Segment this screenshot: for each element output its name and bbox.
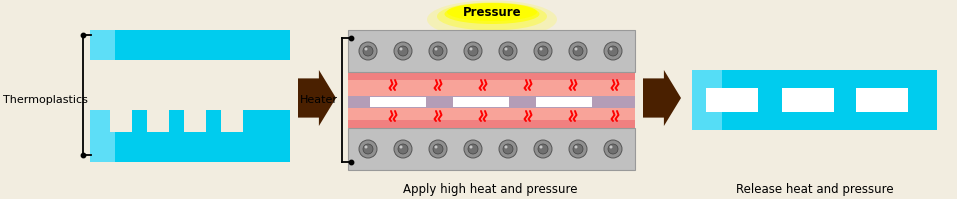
Circle shape	[608, 144, 618, 154]
FancyBboxPatch shape	[348, 96, 635, 108]
Circle shape	[470, 48, 473, 51]
Circle shape	[399, 48, 403, 51]
Circle shape	[464, 140, 482, 158]
FancyBboxPatch shape	[782, 88, 834, 112]
FancyBboxPatch shape	[90, 110, 290, 162]
Ellipse shape	[427, 0, 557, 38]
Circle shape	[434, 48, 437, 51]
Circle shape	[534, 140, 552, 158]
Text: Thermoplastics: Thermoplastics	[3, 95, 88, 105]
Circle shape	[363, 144, 373, 154]
Circle shape	[504, 145, 507, 148]
FancyBboxPatch shape	[348, 30, 635, 72]
FancyBboxPatch shape	[110, 110, 132, 132]
FancyBboxPatch shape	[706, 88, 758, 112]
FancyBboxPatch shape	[221, 110, 243, 132]
Circle shape	[573, 144, 583, 154]
FancyBboxPatch shape	[856, 88, 908, 112]
Circle shape	[538, 46, 548, 56]
Circle shape	[503, 46, 513, 56]
Polygon shape	[643, 70, 681, 126]
Circle shape	[359, 42, 377, 60]
FancyBboxPatch shape	[370, 97, 426, 107]
Circle shape	[394, 42, 412, 60]
Text: Release heat and pressure: Release heat and pressure	[736, 183, 894, 196]
FancyBboxPatch shape	[147, 110, 169, 132]
Ellipse shape	[437, 2, 547, 30]
Circle shape	[365, 145, 367, 148]
Circle shape	[610, 145, 612, 148]
FancyBboxPatch shape	[348, 128, 635, 170]
Circle shape	[433, 46, 443, 56]
Circle shape	[499, 140, 517, 158]
Polygon shape	[298, 70, 336, 126]
Circle shape	[503, 144, 513, 154]
Circle shape	[398, 46, 408, 56]
FancyBboxPatch shape	[90, 110, 115, 162]
Circle shape	[604, 140, 622, 158]
FancyBboxPatch shape	[692, 70, 722, 130]
FancyBboxPatch shape	[348, 72, 635, 128]
Circle shape	[534, 42, 552, 60]
Circle shape	[399, 145, 403, 148]
Circle shape	[429, 140, 447, 158]
FancyBboxPatch shape	[536, 97, 592, 107]
FancyBboxPatch shape	[692, 70, 937, 130]
Circle shape	[569, 42, 587, 60]
FancyBboxPatch shape	[348, 80, 635, 120]
Text: Apply high heat and pressure: Apply high heat and pressure	[403, 183, 577, 196]
Circle shape	[468, 144, 478, 154]
Circle shape	[468, 46, 478, 56]
Circle shape	[434, 145, 437, 148]
Circle shape	[398, 144, 408, 154]
Circle shape	[363, 46, 373, 56]
Text: Pressure: Pressure	[462, 6, 522, 19]
FancyBboxPatch shape	[184, 110, 206, 132]
FancyBboxPatch shape	[90, 30, 115, 60]
Circle shape	[573, 46, 583, 56]
Circle shape	[504, 48, 507, 51]
Circle shape	[394, 140, 412, 158]
Circle shape	[574, 145, 577, 148]
Circle shape	[499, 42, 517, 60]
FancyBboxPatch shape	[90, 30, 290, 60]
Circle shape	[610, 48, 612, 51]
FancyBboxPatch shape	[453, 97, 509, 107]
Circle shape	[470, 145, 473, 148]
Circle shape	[365, 48, 367, 51]
Ellipse shape	[447, 3, 537, 21]
Circle shape	[574, 48, 577, 51]
Circle shape	[608, 46, 618, 56]
Circle shape	[359, 140, 377, 158]
Circle shape	[464, 42, 482, 60]
Circle shape	[540, 145, 543, 148]
Ellipse shape	[444, 4, 540, 24]
Circle shape	[569, 140, 587, 158]
Circle shape	[538, 144, 548, 154]
Circle shape	[433, 144, 443, 154]
Circle shape	[540, 48, 543, 51]
Circle shape	[429, 42, 447, 60]
Circle shape	[604, 42, 622, 60]
Text: Heater: Heater	[300, 95, 338, 105]
